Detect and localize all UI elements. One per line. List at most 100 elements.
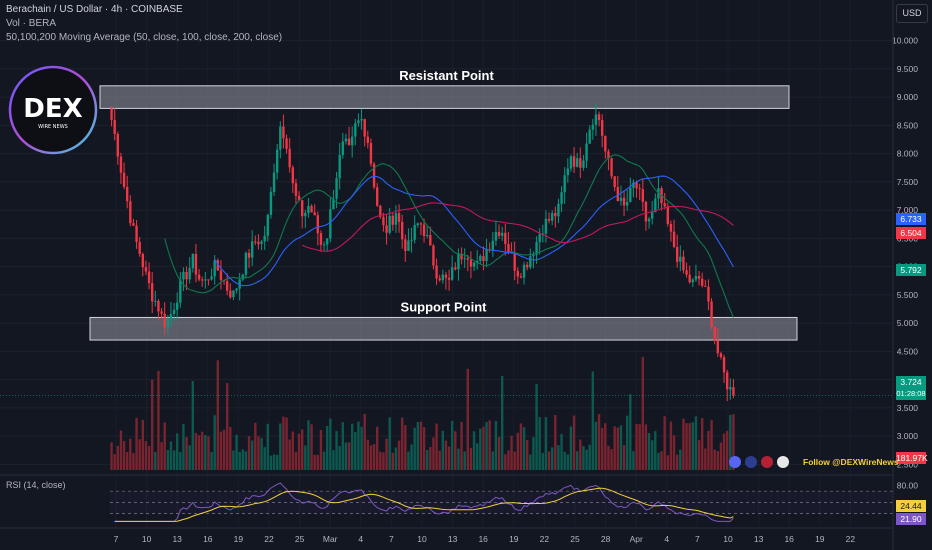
volume-bar <box>216 360 220 470</box>
ma-legend[interactable]: 50,100,200 Moving Average (50, close, 10… <box>6 32 283 43</box>
candle-body <box>716 340 720 354</box>
currency-button[interactable]: USD <box>896 4 928 23</box>
candle-body <box>647 218 651 222</box>
volume-bar <box>194 432 198 470</box>
volume-bar <box>663 416 666 470</box>
resistant-zone <box>99 85 790 109</box>
volume-bar <box>119 430 123 470</box>
candle-body <box>482 256 485 262</box>
volume-bar <box>379 451 382 470</box>
volume-bar <box>613 426 616 470</box>
volume-bar <box>329 418 332 470</box>
candle-body <box>547 218 551 221</box>
zones: Resistant Point Support Point <box>89 68 798 341</box>
candle-body <box>250 241 254 258</box>
volume-bar <box>638 424 641 470</box>
ma-blue-price-label: 6.733 <box>896 213 926 225</box>
volume-bar <box>616 427 620 470</box>
candle-body <box>700 278 704 286</box>
candle-body <box>388 215 391 233</box>
volume-bar <box>713 449 716 470</box>
volume-bar <box>319 429 323 470</box>
last-price-label: 3.724 <box>896 376 926 388</box>
x-tick-label: 25 <box>295 534 305 544</box>
candle-body <box>379 205 382 217</box>
volume-bar <box>344 442 348 470</box>
volume-bar <box>394 447 398 470</box>
symbol-title[interactable]: Berachain / US Dollar · 4h · COINBASE <box>6 4 183 15</box>
volume-bar <box>122 441 126 470</box>
candle-body <box>119 156 123 173</box>
volume-bar <box>188 445 191 470</box>
volume-bar <box>707 430 710 470</box>
volume-bar <box>375 426 379 470</box>
candle-body <box>229 290 232 298</box>
candle-body <box>304 212 307 217</box>
volume-bar <box>247 436 251 470</box>
volume-bar <box>550 447 554 470</box>
candle-body <box>607 151 610 159</box>
candle-body <box>207 279 210 281</box>
volume-bar <box>294 451 298 470</box>
candle-body <box>629 188 632 202</box>
volume-bar <box>316 455 320 470</box>
volume-bar <box>313 454 316 470</box>
candle-body <box>347 138 351 146</box>
candle-body <box>463 258 466 260</box>
volume-bar <box>410 444 413 470</box>
candle-body <box>472 262 476 267</box>
candle-body <box>310 205 313 213</box>
volume-bar <box>485 422 488 470</box>
x-tick-label: 13 <box>448 534 458 544</box>
volume-bar <box>132 453 135 470</box>
volume-bar <box>729 414 732 470</box>
y-tick-label: 2.500 <box>897 459 919 469</box>
candle-body <box>725 372 729 390</box>
candle-body <box>113 119 116 134</box>
volume-bar <box>200 431 204 470</box>
candle-body <box>338 155 341 179</box>
candle-body <box>235 288 238 291</box>
candle-body <box>144 267 148 272</box>
volume-bar <box>610 449 613 470</box>
volume-bar <box>144 441 148 470</box>
volume-bar <box>350 423 354 470</box>
volume-bar <box>179 451 182 470</box>
moving-averages <box>0 154 893 396</box>
volume-legend[interactable]: Vol · BERA <box>6 18 57 29</box>
candle-body <box>572 156 576 167</box>
volume-bar <box>666 455 670 470</box>
volume-bar <box>654 431 657 470</box>
candle-body <box>154 300 157 302</box>
candle-body <box>438 278 441 281</box>
candle-body <box>232 290 235 298</box>
candle-body <box>185 271 188 280</box>
candle-body <box>188 268 191 280</box>
volume-bar <box>635 423 638 470</box>
candle-body <box>529 256 532 268</box>
volume-bar <box>125 452 129 470</box>
volume-bar <box>488 420 491 470</box>
candle-body <box>307 205 310 213</box>
candle-body <box>435 265 438 279</box>
volume-bar <box>569 426 573 470</box>
volume-bar <box>288 439 291 470</box>
volume-bar <box>116 445 120 470</box>
candle-body <box>469 259 473 267</box>
candle-body <box>635 182 638 189</box>
volume-bar <box>219 431 223 470</box>
volume-bar <box>688 423 691 470</box>
volume-bar <box>225 383 229 470</box>
candle-body <box>494 232 498 241</box>
volume-bar <box>432 437 435 470</box>
volume-bar <box>700 418 704 470</box>
candle-body <box>335 178 338 199</box>
volume-bar <box>366 439 370 470</box>
volume-bar <box>300 429 304 470</box>
candle-body <box>375 187 379 206</box>
candle-body <box>216 260 220 271</box>
candle-body <box>569 156 573 169</box>
x-tick-label: 19 <box>815 534 825 544</box>
candle-body <box>244 252 248 275</box>
